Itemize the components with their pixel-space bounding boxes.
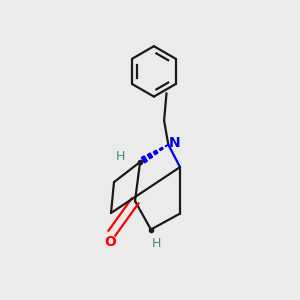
Text: H: H bbox=[116, 149, 125, 163]
Polygon shape bbox=[141, 156, 147, 163]
Polygon shape bbox=[153, 150, 158, 155]
Text: H: H bbox=[152, 237, 162, 250]
Polygon shape bbox=[147, 153, 153, 159]
Polygon shape bbox=[165, 144, 168, 146]
Text: O: O bbox=[104, 235, 116, 249]
Polygon shape bbox=[159, 147, 163, 151]
Text: N: N bbox=[169, 136, 181, 150]
